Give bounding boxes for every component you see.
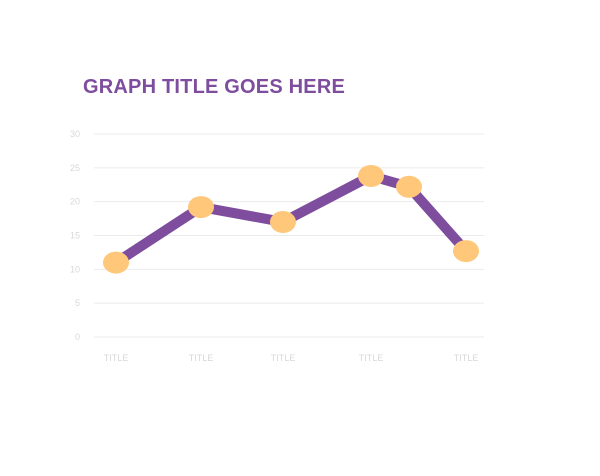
data-point <box>103 251 129 274</box>
series-line <box>111 170 471 268</box>
y-tick-label: 30 <box>70 129 80 139</box>
data-point <box>358 164 384 187</box>
x-tick-label: TITLE <box>189 353 214 363</box>
x-tick-label: TITLE <box>104 353 129 363</box>
x-tick-label: TITLE <box>454 353 479 363</box>
y-tick-label: 5 <box>75 298 80 308</box>
x-tick-label: TITLE <box>359 353 384 363</box>
data-point <box>188 196 214 219</box>
y-tick-label: 25 <box>70 163 80 173</box>
markers <box>103 164 479 274</box>
data-point <box>270 210 296 233</box>
x-axis-ticks: TITLE TITLE TITLE TITLE TITLE <box>104 353 479 363</box>
x-tick-label: TITLE <box>271 353 296 363</box>
data-point <box>396 175 422 198</box>
y-tick-label: 10 <box>70 264 80 274</box>
chart-title: GRAPH TITLE GOES HERE <box>83 76 346 98</box>
y-tick-label: 20 <box>70 197 80 207</box>
series <box>111 170 471 268</box>
data-point <box>453 240 479 263</box>
y-axis-ticks: 0 5 10 15 20 25 30 <box>70 129 80 342</box>
y-tick-label: 15 <box>70 231 80 241</box>
grid <box>94 133 484 338</box>
y-tick-label: 0 <box>75 332 80 342</box>
